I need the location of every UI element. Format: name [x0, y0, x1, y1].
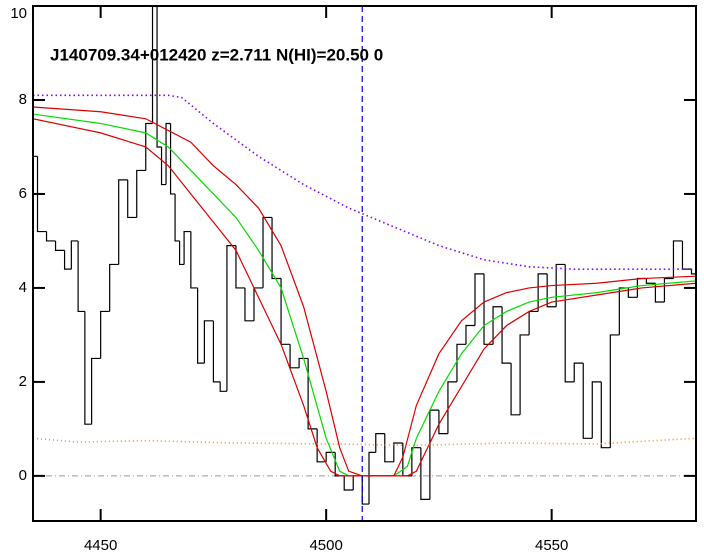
flux-step — [190, 231, 198, 289]
flux-step — [519, 334, 530, 415]
flux-step — [45, 231, 56, 242]
series-line — [33, 94, 696, 270]
flux-step — [492, 306, 503, 345]
plot-area — [33, 6, 696, 521]
x-tick-label: 4500 — [309, 537, 342, 554]
flux-step — [591, 381, 602, 439]
x-tick-label: 4550 — [535, 537, 568, 554]
flux-step — [262, 216, 273, 288]
flux-step — [474, 273, 485, 326]
flux-step — [36, 156, 47, 233]
flux-step — [361, 475, 370, 505]
flux-step — [109, 263, 119, 312]
flux-step — [178, 240, 185, 266]
flux-step — [84, 311, 92, 425]
flux-step — [136, 169, 146, 218]
flux-step — [663, 277, 674, 303]
flux-step — [70, 240, 79, 270]
x-tick-label: 4450 — [84, 537, 117, 554]
flux-step — [564, 264, 575, 383]
flux-step — [156, 6, 162, 148]
flux-step — [582, 363, 593, 439]
flux-step — [271, 217, 282, 280]
flux-step — [393, 442, 403, 462]
flux-step — [510, 363, 521, 416]
flux-step — [219, 381, 227, 392]
flux-step — [63, 250, 72, 270]
flux-step — [456, 343, 466, 382]
flux-step — [627, 287, 638, 298]
flux-step — [420, 447, 430, 500]
flux-step — [151, 6, 158, 124]
flux-step — [690, 269, 696, 275]
flux-step — [343, 475, 354, 491]
flux-step — [100, 310, 110, 359]
flux-step — [654, 283, 665, 303]
flux-step — [203, 320, 214, 364]
flux-step — [483, 273, 494, 345]
flux-step — [609, 334, 620, 448]
flux-step — [316, 428, 327, 463]
flux-step — [91, 357, 101, 425]
flux-step — [384, 433, 394, 463]
flux-step — [169, 123, 176, 195]
chart-title: J140709.34+012420 z=2.711 N(HI)=20.50 0 — [50, 45, 383, 64]
series-line — [33, 118, 696, 477]
flux-step — [127, 179, 137, 219]
flux-step — [465, 324, 475, 345]
flux-step — [307, 358, 318, 430]
flux-step — [546, 273, 557, 308]
flux-step — [501, 306, 512, 364]
axes-frame — [32, 5, 697, 522]
flux-step — [600, 381, 611, 449]
flux-step — [368, 451, 376, 505]
y-tick-label: 2 — [19, 373, 27, 390]
flux-step — [573, 362, 584, 382]
y-tick-label: 8 — [19, 91, 27, 108]
flux-step — [375, 433, 385, 453]
flux-step — [411, 447, 421, 476]
flux-step — [54, 240, 65, 251]
y-tick-label: 0 — [19, 467, 27, 484]
y-tick-label: 10 — [10, 5, 27, 22]
flux-step — [672, 240, 683, 279]
flux-step — [645, 278, 656, 284]
flux-step — [183, 230, 191, 265]
flux-step — [235, 245, 245, 289]
flux-step — [118, 179, 128, 265]
flux-step — [174, 193, 180, 242]
flux-step — [77, 240, 85, 313]
flux-step — [298, 357, 309, 368]
flux-step — [197, 287, 205, 364]
y-tick-label: 4 — [19, 279, 27, 296]
flux-step — [244, 287, 254, 322]
y-tick-label: 6 — [19, 185, 27, 202]
flux-step — [537, 273, 548, 312]
flux-step — [438, 410, 448, 435]
flux-step — [447, 381, 457, 434]
flux-step — [212, 320, 221, 383]
flux-step — [555, 263, 566, 307]
flux-step — [145, 122, 153, 171]
